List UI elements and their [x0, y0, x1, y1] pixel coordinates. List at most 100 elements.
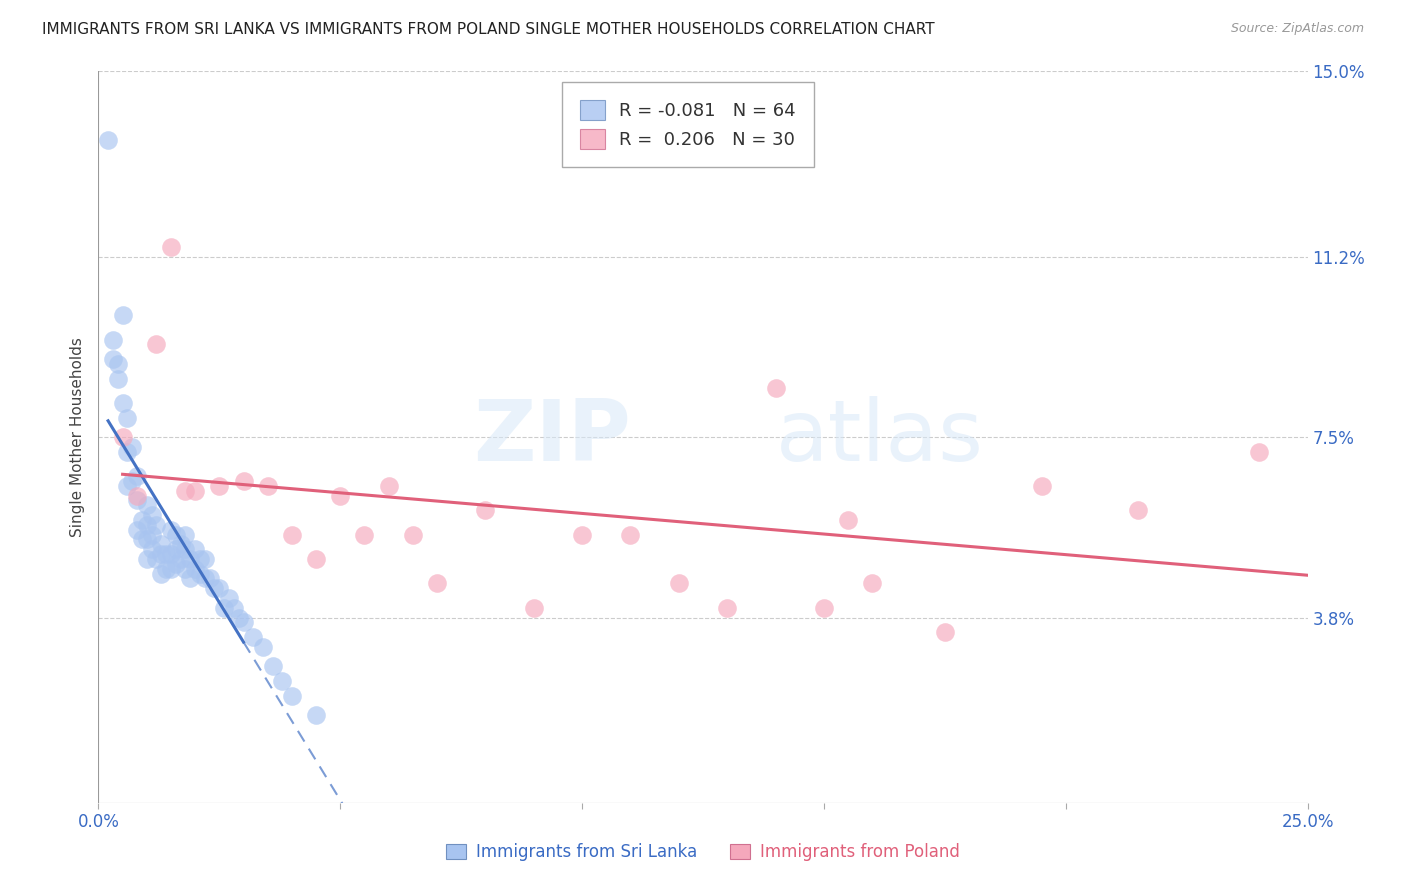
Point [111, 430, 134, 444]
Point [169, 537, 191, 551]
Point [813, 600, 835, 615]
Point [131, 513, 153, 527]
Point [571, 527, 593, 541]
Point [271, 673, 294, 688]
Point [121, 474, 143, 488]
Text: Source: ZipAtlas.com: Source: ZipAtlas.com [1230, 22, 1364, 36]
Point [127, 523, 149, 537]
Point [208, 581, 231, 595]
Point [117, 479, 139, 493]
Point [860, 576, 883, 591]
Point [353, 527, 375, 541]
Point [252, 640, 274, 654]
Point [668, 576, 690, 591]
Point [141, 542, 163, 557]
Point [155, 547, 177, 561]
Point [107, 357, 129, 371]
Point [837, 513, 859, 527]
Point [1128, 503, 1150, 517]
Point [174, 483, 197, 498]
Point [101, 333, 124, 347]
Point [127, 489, 149, 503]
Point [188, 566, 211, 581]
Point [179, 572, 201, 586]
Point [194, 572, 217, 586]
Point [212, 600, 235, 615]
Text: IMMIGRANTS FROM SRI LANKA VS IMMIGRANTS FROM POLAND SINGLE MOTHER HOUSEHOLDS COR: IMMIGRANTS FROM SRI LANKA VS IMMIGRANTS … [42, 22, 935, 37]
Point [305, 552, 328, 566]
Point [107, 371, 129, 385]
Point [716, 600, 738, 615]
Point [111, 308, 134, 322]
Point [765, 381, 787, 395]
Point [141, 527, 163, 541]
Point [184, 542, 207, 557]
Point [135, 533, 157, 547]
Point [160, 547, 183, 561]
Point [174, 527, 197, 541]
Text: atlas: atlas [776, 395, 984, 479]
Point [111, 396, 134, 410]
Point [169, 552, 191, 566]
Point [117, 444, 139, 458]
Point [934, 625, 956, 640]
Point [145, 337, 167, 351]
Point [150, 547, 173, 561]
Point [145, 517, 167, 532]
Point [165, 542, 187, 557]
Point [619, 527, 641, 541]
Point [135, 499, 157, 513]
Point [150, 537, 173, 551]
Point [208, 479, 231, 493]
Text: ZIP: ZIP [472, 395, 630, 479]
Point [329, 489, 352, 503]
Point [135, 552, 157, 566]
Point [160, 562, 183, 576]
Point [165, 557, 187, 571]
Legend: Immigrants from Sri Lanka, Immigrants from Poland: Immigrants from Sri Lanka, Immigrants fr… [439, 837, 967, 868]
Point [262, 659, 284, 673]
Point [377, 479, 399, 493]
Point [523, 600, 546, 615]
Point [1249, 444, 1271, 458]
Point [101, 352, 124, 367]
Point [232, 615, 254, 630]
Point [97, 133, 120, 147]
Point [174, 562, 197, 576]
Point [242, 630, 264, 644]
Point [160, 523, 183, 537]
Point [281, 527, 304, 541]
Point [179, 552, 201, 566]
Point [160, 240, 183, 254]
Point [305, 708, 328, 723]
Point [141, 508, 163, 522]
Point [1031, 479, 1053, 493]
Point [281, 689, 304, 703]
Point [121, 440, 143, 454]
Point [194, 552, 217, 566]
Point [135, 517, 157, 532]
Point [127, 469, 149, 483]
Point [174, 542, 197, 557]
Y-axis label: Single Mother Households: Single Mother Households [69, 337, 84, 537]
Point [188, 552, 211, 566]
Point [165, 527, 187, 541]
Point [204, 581, 226, 595]
Point [184, 483, 207, 498]
Point [198, 572, 221, 586]
Point [184, 562, 207, 576]
Point [402, 527, 425, 541]
Point [228, 610, 250, 624]
Point [127, 493, 149, 508]
Point [426, 576, 449, 591]
Point [256, 479, 278, 493]
Point [155, 562, 177, 576]
Point [222, 600, 245, 615]
Point [131, 533, 153, 547]
Point [150, 566, 173, 581]
Point [474, 503, 496, 517]
Point [232, 474, 254, 488]
Point [218, 591, 240, 605]
Point [117, 410, 139, 425]
Point [145, 552, 167, 566]
